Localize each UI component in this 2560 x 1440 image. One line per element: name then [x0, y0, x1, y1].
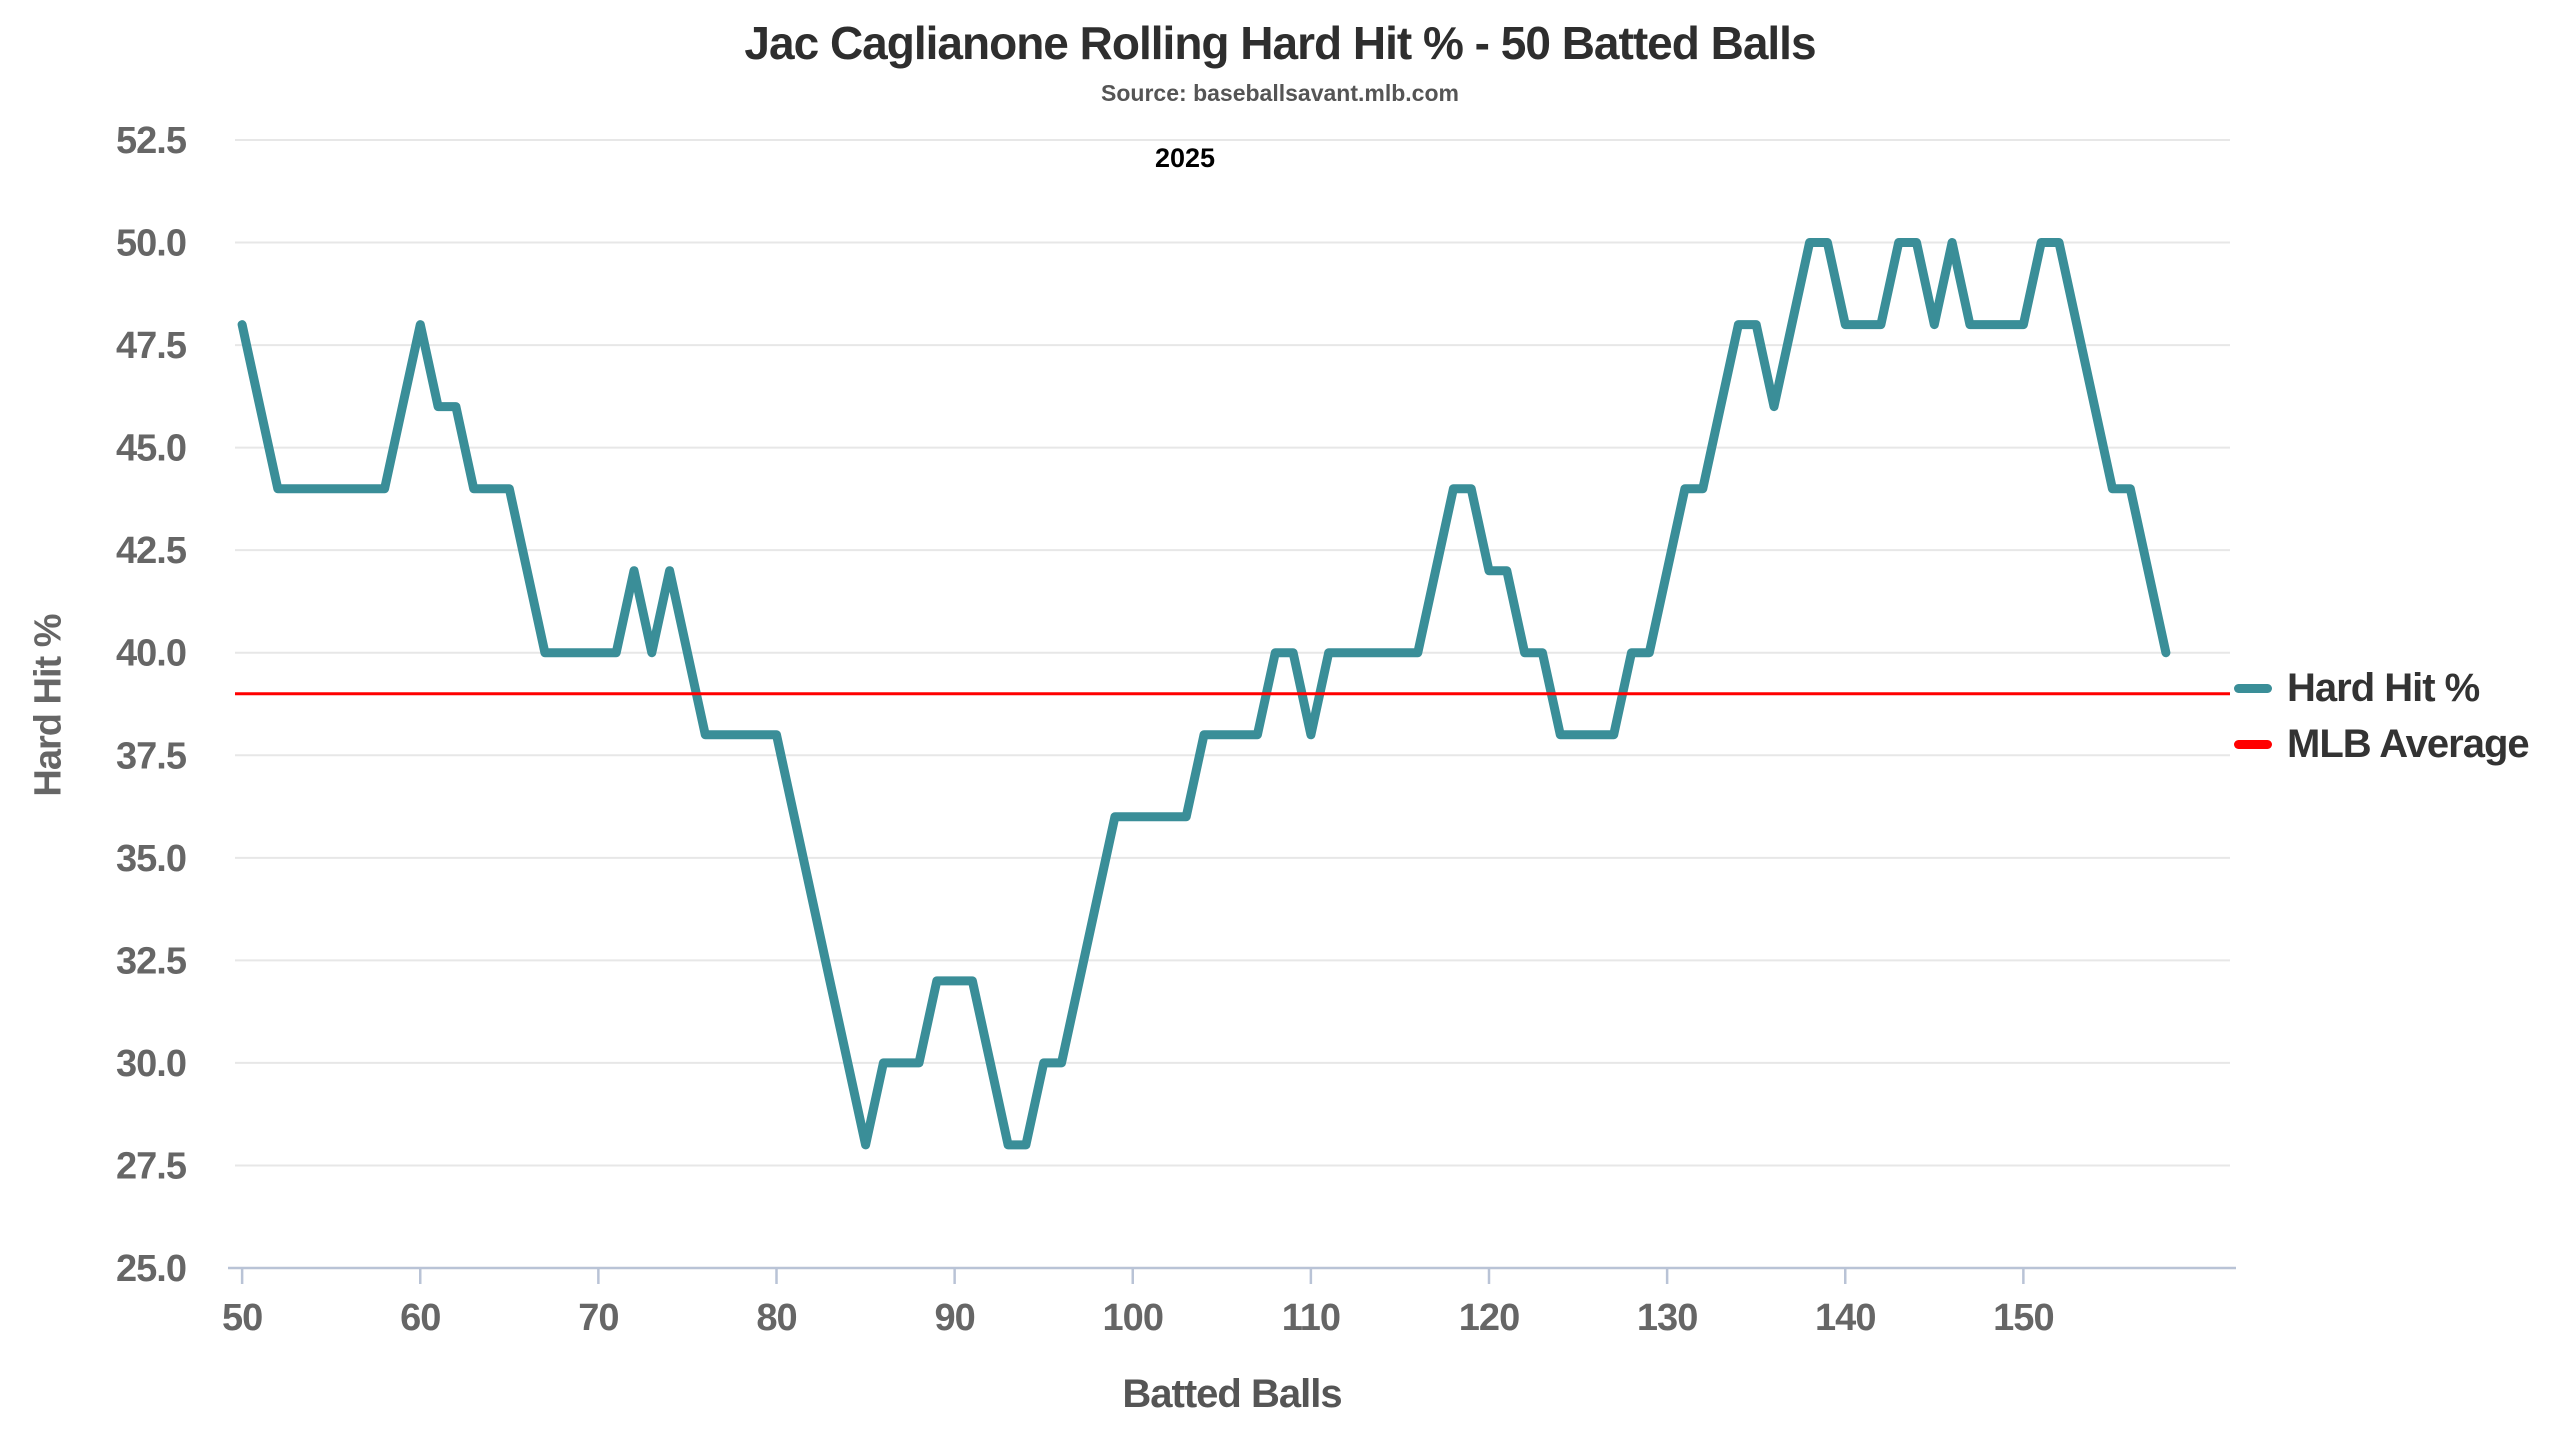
mlb-average-line-swatch	[2234, 739, 2272, 749]
hard-hit-series-line	[237, 238, 2171, 1150]
y-tick-label-30: 30.0	[116, 1043, 186, 1085]
x-axis-label: Batted Balls	[1122, 1372, 1342, 1416]
y-tick-label-37.5: 37.5	[116, 735, 187, 777]
legend-item-hard-hit: Hard Hit %	[2234, 660, 2529, 716]
chart-subtitle: Source: baseballsavant.mlb.com	[1101, 80, 1459, 106]
y-tick-label-42.5: 42.5	[116, 530, 187, 572]
y-tick-label-40: 40.0	[116, 633, 186, 675]
legend: Hard Hit % MLB Average	[2234, 660, 2530, 772]
x-tick-label-90: 90	[934, 1297, 974, 1339]
x-tick-label-120: 120	[1459, 1297, 1519, 1339]
y-tick-label-50: 50.0	[116, 223, 186, 265]
x-tick-label-140: 140	[1815, 1297, 1875, 1339]
hard-hit-line-swatch	[2234, 683, 2272, 693]
y-tick-label-25: 25.0	[116, 1248, 186, 1290]
x-tick-label-130: 130	[1637, 1297, 1697, 1339]
x-tick-label-80: 80	[756, 1297, 796, 1339]
x-tick-label-50: 50	[222, 1297, 262, 1339]
y-tick-label-35: 35.0	[116, 838, 186, 880]
y-tick-label-45: 45.0	[116, 428, 186, 470]
x-tick-label-100: 100	[1103, 1297, 1163, 1339]
y-axis-label: Hard Hit %	[27, 614, 70, 797]
x-tick-label-70: 70	[578, 1297, 618, 1339]
chart-title: Jac Caglianone Rolling Hard Hit % - 50 B…	[744, 17, 1816, 69]
x-tick-label-110: 110	[1282, 1297, 1340, 1339]
y-tick-label-52.5: 52.5	[116, 120, 187, 162]
y-tick-label-32.5: 32.5	[116, 940, 187, 982]
x-tick-label-60: 60	[400, 1297, 440, 1339]
legend-item-mlb-average: MLB Average	[2234, 716, 2530, 772]
legend-label-mlb-average: MLB Average	[2287, 721, 2530, 766]
x-tick-label-150: 150	[1993, 1297, 2053, 1339]
y-tick-label-27.5: 27.5	[116, 1145, 187, 1187]
year-annotation: 2025	[1154, 143, 1216, 173]
legend-label-hard-hit: Hard Hit %	[2287, 665, 2480, 710]
y-tick-label-47.5: 47.5	[116, 325, 187, 367]
